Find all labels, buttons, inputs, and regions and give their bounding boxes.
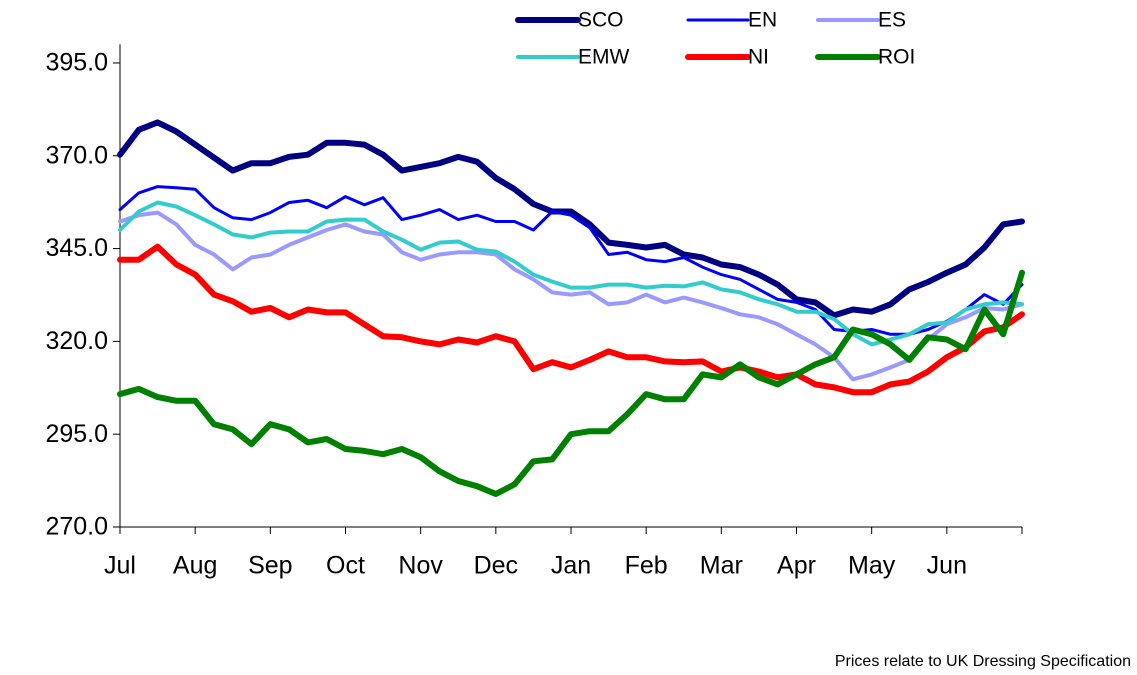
x-tick-label: Dec xyxy=(474,552,518,580)
x-tick-label: Aug xyxy=(173,552,217,580)
x-tick-label: Oct xyxy=(326,552,365,580)
x-tick-label: Sep xyxy=(248,552,292,580)
series-line xyxy=(117,269,1025,497)
legend-label: EN xyxy=(748,9,777,32)
legend-label: EMW xyxy=(578,46,630,69)
series-line xyxy=(118,210,1024,382)
y-tick-label: 370.0 xyxy=(45,141,108,169)
legend-label: NI xyxy=(748,46,769,69)
series-line xyxy=(118,185,1024,336)
x-tick-label: Jul xyxy=(104,552,136,580)
x-tick-label: Nov xyxy=(398,552,443,580)
y-tick-label: 295.0 xyxy=(45,420,108,448)
series-line xyxy=(117,243,1025,396)
y-tick-label: 395.0 xyxy=(45,49,108,77)
x-tick-label: Jan xyxy=(551,552,591,580)
x-tick-label: Apr xyxy=(777,552,816,580)
x-tick-label: Jun xyxy=(927,552,967,580)
footnote: Prices relate to UK Dressing Specificati… xyxy=(835,653,1131,670)
x-tick-label: May xyxy=(848,552,896,580)
y-tick-label: 320.0 xyxy=(45,327,108,355)
legend-label: SCO xyxy=(578,9,624,32)
y-tick-label: 345.0 xyxy=(45,234,108,262)
legend-label: ROI xyxy=(878,46,915,69)
series-line xyxy=(117,119,1025,319)
x-tick-label: Feb xyxy=(625,552,668,580)
y-tick-label: 270.0 xyxy=(45,513,108,541)
legend-label: ES xyxy=(878,9,906,32)
series-line xyxy=(118,200,1024,347)
x-tick-label: Mar xyxy=(700,552,743,580)
